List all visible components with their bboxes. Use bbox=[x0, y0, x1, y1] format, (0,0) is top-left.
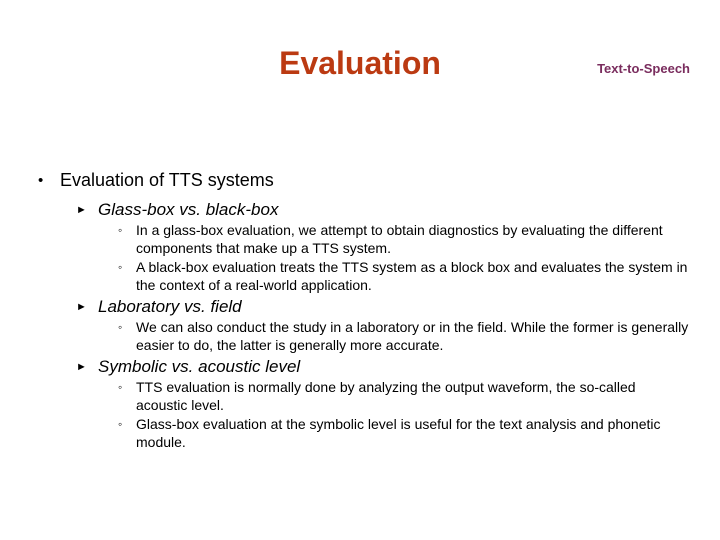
bullet-l2: ► Glass-box vs. black-box bbox=[76, 200, 698, 220]
bullet-l3: ◦ We can also conduct the study in a lab… bbox=[118, 319, 698, 354]
bullet-l2: ► Laboratory vs. field bbox=[76, 297, 698, 317]
topic-label: Text-to-Speech bbox=[597, 61, 690, 76]
l2-text: Glass-box vs. black-box bbox=[98, 200, 278, 220]
bullet-l1: • Evaluation of TTS systems bbox=[38, 170, 698, 192]
triangle-icon: ► bbox=[76, 297, 98, 317]
triangle-icon: ► bbox=[76, 200, 98, 220]
bullet-l2: ► Symbolic vs. acoustic level bbox=[76, 357, 698, 377]
l3-text: In a glass-box evaluation, we attempt to… bbox=[136, 222, 698, 257]
ring-icon: ◦ bbox=[118, 379, 136, 396]
triangle-icon: ► bbox=[76, 357, 98, 377]
ring-icon: ◦ bbox=[118, 416, 136, 433]
l2-text: Symbolic vs. acoustic level bbox=[98, 357, 300, 377]
slide: Text-to-Speech Evaluation • Evaluation o… bbox=[0, 45, 720, 540]
ring-icon: ◦ bbox=[118, 319, 136, 336]
slide-body: • Evaluation of TTS systems ► Glass-box … bbox=[38, 170, 698, 453]
l3-text: TTS evaluation is normally done by analy… bbox=[136, 379, 698, 414]
bullet-l3: ◦ Glass-box evaluation at the symbolic l… bbox=[118, 416, 698, 451]
bullet-dot-icon: • bbox=[38, 170, 60, 192]
l3-text: Glass-box evaluation at the symbolic lev… bbox=[136, 416, 698, 451]
ring-icon: ◦ bbox=[118, 259, 136, 276]
l3-text: A black-box evaluation treats the TTS sy… bbox=[136, 259, 698, 294]
bullet-l3: ◦ A black-box evaluation treats the TTS … bbox=[118, 259, 698, 294]
l3-text: We can also conduct the study in a labor… bbox=[136, 319, 698, 354]
l1-text: Evaluation of TTS systems bbox=[60, 170, 274, 191]
bullet-l3: ◦ In a glass-box evaluation, we attempt … bbox=[118, 222, 698, 257]
bullet-l3: ◦ TTS evaluation is normally done by ana… bbox=[118, 379, 698, 414]
ring-icon: ◦ bbox=[118, 222, 136, 239]
l2-text: Laboratory vs. field bbox=[98, 297, 242, 317]
